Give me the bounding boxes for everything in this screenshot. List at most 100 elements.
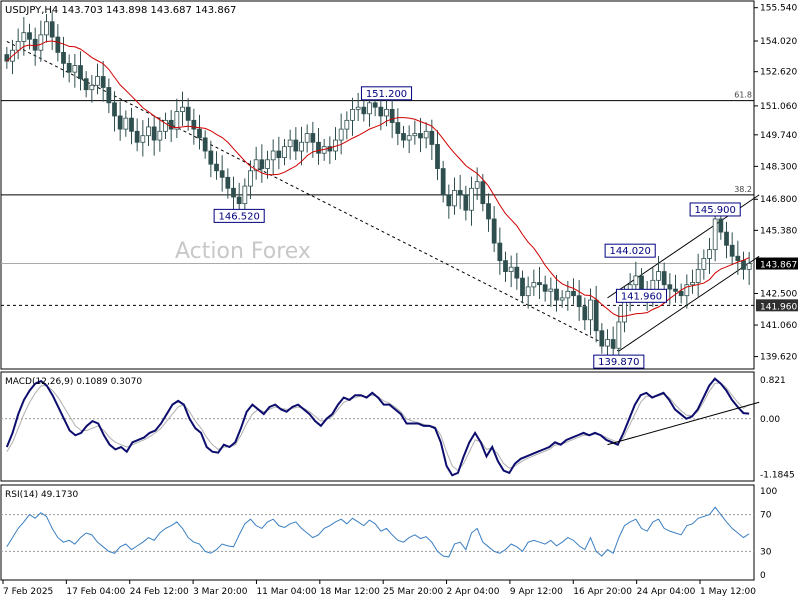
candle-body	[503, 260, 508, 272]
candle-body	[401, 133, 406, 141]
price-tick-label: 152.620	[760, 68, 797, 78]
time-tick-label: 18 Mar 12:00	[320, 587, 380, 597]
rsi-series-line	[6, 506, 750, 558]
candle-body	[304, 133, 310, 143]
candle-body	[225, 176, 231, 189]
candle-body	[38, 34, 44, 51]
annotation-label: 145.900	[694, 205, 735, 216]
macd-axis: 0.821 0.00 -1.1845	[760, 376, 795, 480]
candle-body	[412, 133, 418, 137]
candle-body	[406, 135, 412, 141]
candle-body	[718, 218, 724, 233]
candle-body	[316, 141, 321, 154]
level-label: 61.8	[734, 91, 752, 100]
candle-body	[214, 163, 219, 172]
candle-body	[435, 144, 440, 169]
candle-body	[27, 32, 32, 40]
candle-body	[140, 135, 146, 143]
rsi-axis: 100 70 30 0	[760, 487, 777, 581]
candle-body	[259, 159, 265, 169]
candle-body	[293, 139, 299, 152]
candle-body	[582, 306, 588, 321]
candle-body	[384, 108, 389, 117]
candle-body	[678, 290, 684, 297]
candle-body	[282, 146, 287, 159]
rsi-tick-label: 0	[760, 571, 766, 581]
support-price-label: 141.960	[760, 302, 797, 312]
candle-body	[457, 190, 463, 196]
macd-tick-label: 0.00	[760, 415, 780, 425]
candle-body	[429, 130, 435, 145]
candle-body	[231, 187, 236, 198]
candle-body	[338, 128, 344, 141]
candle-body	[100, 76, 106, 88]
candle-body	[542, 284, 548, 292]
time-tick-label: 24 Feb 12:00	[130, 587, 189, 597]
candle-body	[134, 130, 140, 143]
candle-body	[452, 190, 457, 207]
candle-body	[83, 78, 89, 91]
macd-panel-frame	[0, 371, 755, 482]
annotation-label: 139.870	[598, 357, 639, 368]
candle-body	[531, 282, 537, 288]
candle-body	[44, 21, 49, 36]
candle-body	[197, 128, 202, 139]
price-tick-label: 145.380	[760, 226, 797, 236]
candle-body	[350, 108, 355, 121]
macd-tick-label: 0.821	[760, 376, 786, 386]
time-tick-label: 7 Feb 2025	[3, 587, 53, 597]
candle-body	[248, 170, 253, 187]
candle-body	[741, 260, 746, 270]
candle-body	[15, 41, 21, 51]
time-tick-label: 2 Apr 04:00	[447, 587, 500, 597]
candle-body	[129, 117, 134, 132]
macd-trendline	[607, 401, 760, 446]
annotation-box	[593, 354, 645, 369]
macd-tick-label: -1.1845	[760, 471, 795, 481]
candle-body	[72, 65, 78, 73]
price-annotations: 146.520 151.200 139.870 144.020 141.960 145.9…	[213, 86, 741, 369]
candle-body	[695, 268, 701, 283]
candle-body	[253, 159, 259, 172]
candle-body	[219, 170, 225, 178]
moving-average	[6, 40, 750, 318]
candle-body	[61, 52, 66, 64]
candle-body	[123, 117, 129, 130]
price-tick-label: 141.060	[760, 321, 797, 331]
candle-body	[168, 119, 174, 130]
candle-body	[112, 102, 117, 117]
price-axis: 155.540 154.020 152.620 151.060 149.740 148.3…	[754, 4, 798, 363]
rsi-title: RSI(14) 49.1730	[5, 490, 78, 500]
macd-series-signal	[6, 382, 750, 472]
candle-body	[616, 321, 622, 349]
annotation-box	[689, 202, 741, 217]
candle-body	[423, 130, 429, 139]
candle-body	[55, 36, 61, 53]
candle-body	[4, 54, 10, 62]
candle-body	[49, 21, 55, 38]
candle-body	[174, 111, 180, 130]
candle-body	[588, 299, 593, 321]
annotation-label: 146.520	[218, 211, 259, 222]
rsi-content	[1, 506, 754, 558]
rsi-tick-label: 30	[760, 547, 772, 557]
candle-body	[242, 185, 248, 205]
candle-body	[32, 38, 38, 51]
time-tick-label: 9 Apr 12:00	[510, 587, 563, 597]
price-tick-label: 146.800	[760, 195, 797, 205]
price-candles	[4, 11, 752, 363]
candle-body	[520, 277, 525, 297]
price-horizontal-levels: 61.8 38.2	[1, 91, 754, 306]
candle-body	[656, 271, 661, 281]
price-tick-label: 149.740	[760, 131, 797, 141]
moving-average-line	[6, 40, 750, 318]
candle-body	[559, 297, 565, 301]
price-tick-label: 142.500	[760, 289, 797, 299]
trendline-lower	[618, 255, 760, 352]
price-tick-label: 139.620	[760, 353, 797, 363]
time-tick-label: 24 Apr 04:00	[637, 587, 696, 597]
candle-body	[157, 130, 163, 141]
candle-body	[310, 133, 316, 143]
candle-body	[593, 299, 599, 332]
